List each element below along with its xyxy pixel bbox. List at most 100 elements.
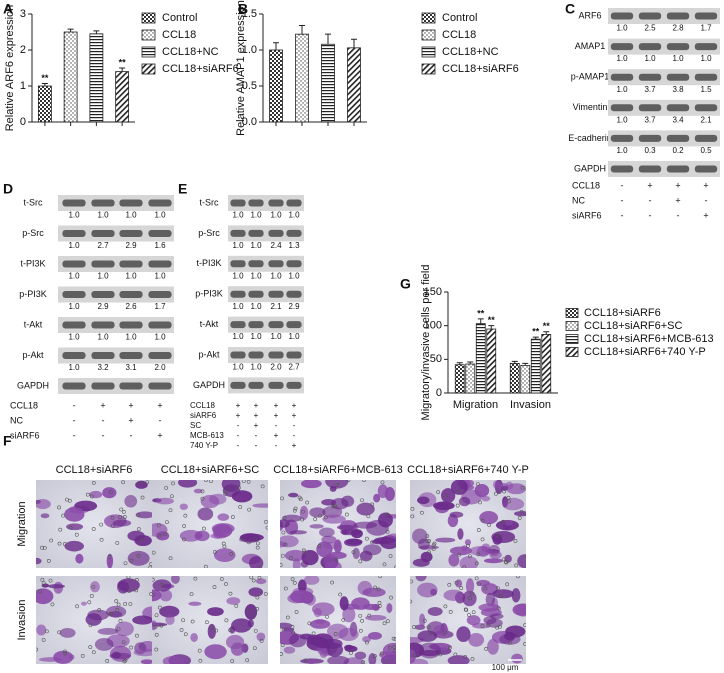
cell [333, 539, 342, 554]
y-axis-label: Relative ARF6 expression [4, 5, 16, 132]
cell [209, 493, 227, 505]
error-bar [456, 362, 463, 365]
legend-swatch [565, 334, 579, 344]
pore [247, 540, 251, 545]
pore [495, 625, 500, 630]
band-quantity: 1.0 [68, 241, 80, 250]
pore [157, 534, 162, 538]
pore [58, 527, 63, 532]
legend-swatch [565, 347, 579, 357]
bar [295, 33, 309, 123]
band-quantity: 2.0 [270, 363, 282, 372]
band-quantity: 1.0 [154, 211, 166, 220]
band-quantity: 2.5 [644, 24, 656, 33]
band [268, 290, 284, 298]
pore [257, 576, 262, 580]
cell [135, 511, 152, 519]
cell [240, 533, 264, 542]
cell [344, 645, 358, 653]
band [91, 260, 115, 268]
pore [501, 557, 506, 562]
cell [231, 490, 253, 503]
pore [338, 592, 343, 597]
pore [444, 493, 449, 498]
pore [40, 578, 45, 582]
micrograph [410, 480, 526, 568]
band [268, 229, 284, 237]
condition-sign: + [703, 180, 708, 190]
condition-sign: + [703, 210, 708, 220]
cell [36, 499, 41, 504]
pore [91, 650, 96, 655]
legend-swatch [141, 12, 156, 24]
band [286, 199, 302, 207]
blot-strip [58, 286, 174, 303]
band-quantity: 0.3 [644, 146, 656, 155]
cell [353, 521, 378, 529]
band-label: GAPDH [193, 380, 225, 390]
band [666, 73, 690, 81]
pore [283, 586, 288, 591]
blot-strip [228, 377, 304, 394]
cell [435, 537, 456, 543]
band [230, 321, 246, 329]
band [666, 134, 690, 142]
pore [159, 623, 164, 628]
bar [89, 33, 104, 123]
band-label: AMAP1 [575, 41, 606, 51]
pore [432, 541, 437, 546]
cell [420, 551, 433, 563]
column-title: CCL18+siARF6+740 Y-P [407, 464, 529, 476]
pore [412, 625, 417, 629]
band-quantity: 1.0 [68, 272, 80, 281]
cell [162, 655, 185, 664]
condition-sign: + [274, 401, 279, 410]
band [119, 199, 143, 207]
significance: ** [119, 57, 127, 67]
band [119, 230, 143, 237]
pore [249, 576, 254, 580]
condition-sign: + [274, 431, 279, 440]
band-quantity: 1.0 [270, 332, 282, 341]
band-quantity: 1.0 [232, 302, 244, 311]
pore [436, 490, 441, 495]
pore [246, 480, 251, 484]
pore [335, 483, 340, 487]
significance: ** [488, 315, 496, 325]
cell [109, 652, 132, 660]
band-quantity: 1.0 [68, 333, 80, 342]
cell [330, 498, 349, 510]
band [148, 199, 172, 207]
bar [520, 364, 531, 394]
pore [137, 481, 142, 486]
pore [517, 516, 522, 520]
band-quantity: 0.5 [700, 146, 712, 155]
cell [319, 527, 335, 538]
band-quantity: 1.0 [125, 272, 137, 281]
pore [239, 537, 244, 542]
pore [145, 480, 150, 485]
panel-label: B [238, 1, 248, 17]
band-quantity: 1.0 [232, 271, 244, 280]
band-label: p-AMAP1 [571, 72, 610, 82]
pore [140, 495, 145, 500]
blot-strip [608, 38, 720, 55]
cell [221, 480, 241, 492]
band [638, 73, 662, 81]
band [91, 291, 115, 298]
pore [255, 595, 260, 600]
band-label: t-PI3K [196, 258, 221, 268]
cell [190, 633, 198, 642]
band [268, 321, 284, 329]
pore [87, 600, 92, 605]
pore [313, 517, 318, 522]
band-label: E-cadherin [568, 133, 612, 143]
blot-strip [58, 378, 174, 394]
pore [255, 541, 260, 546]
pore [425, 539, 430, 543]
cell [283, 646, 296, 654]
pore [387, 645, 392, 650]
cell [466, 615, 481, 626]
pore [443, 604, 448, 609]
cell [59, 628, 76, 638]
